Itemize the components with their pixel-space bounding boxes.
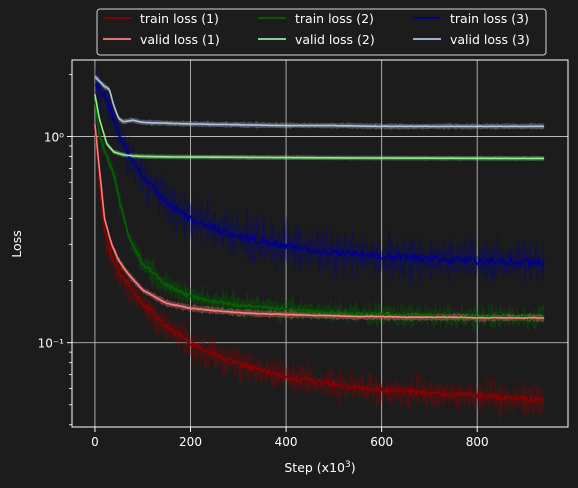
legend-label: valid loss (1) bbox=[140, 32, 220, 47]
x-tick-label: 200 bbox=[179, 435, 202, 449]
series-line bbox=[94, 94, 545, 160]
x-axis-label-end: ) bbox=[351, 460, 356, 475]
x-tick-label: 600 bbox=[370, 435, 393, 449]
axis-ticks: 0 200 400 600 800 10⁻¹ 10⁰ bbox=[38, 74, 489, 449]
series-lines bbox=[94, 76, 545, 405]
series-band bbox=[94, 73, 545, 130]
legend-label: train loss (2) bbox=[295, 11, 374, 26]
y-axis-label: Loss bbox=[9, 230, 24, 257]
x-axis-label: Step (x103) bbox=[284, 460, 355, 475]
series-line bbox=[94, 127, 545, 405]
legend: train loss (1) train loss (2) train loss (… bbox=[96, 8, 547, 56]
series-line bbox=[94, 83, 545, 269]
series-line bbox=[94, 76, 545, 128]
y-tick-label: 10⁰ bbox=[44, 131, 64, 145]
plot-frame bbox=[71, 59, 569, 428]
x-tick-label: 400 bbox=[275, 435, 298, 449]
x-axis-label-sup: 3 bbox=[345, 460, 351, 470]
series-line bbox=[94, 100, 545, 323]
legend-label: valid loss (3) bbox=[450, 32, 530, 47]
y-tick-label: 10⁻¹ bbox=[38, 337, 65, 351]
series-band bbox=[94, 96, 545, 335]
legend-box bbox=[96, 8, 547, 56]
x-tick-label: 0 bbox=[91, 435, 99, 449]
legend-label: train loss (1) bbox=[140, 11, 219, 26]
x-axis-label-main: Step (x10 bbox=[284, 460, 345, 475]
series-band bbox=[94, 60, 545, 293]
x-tick-label: 800 bbox=[466, 435, 489, 449]
legend-label: valid loss (2) bbox=[295, 32, 375, 47]
legend-label: train loss (3) bbox=[450, 11, 529, 26]
series-line bbox=[94, 124, 545, 320]
grid bbox=[72, 60, 568, 427]
